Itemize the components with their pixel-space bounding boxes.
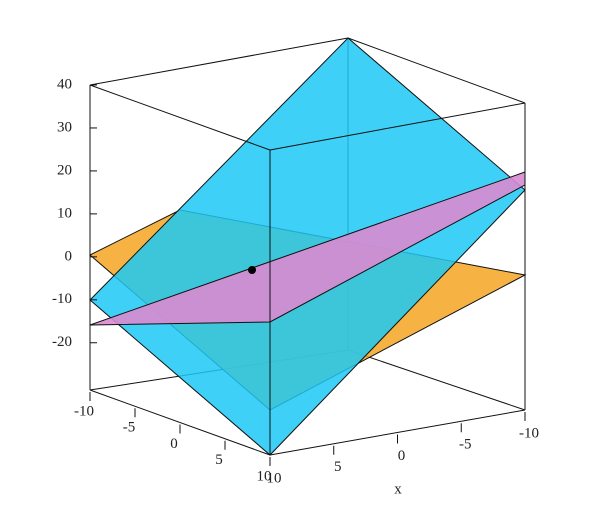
z-tick-label: 10 <box>57 205 72 221</box>
surfaces <box>89 37 527 456</box>
y-tick-label: 5 <box>334 459 342 475</box>
box-edge <box>347 349 526 411</box>
z-tick-label: 0 <box>65 248 73 264</box>
x-tick-label: 10 <box>257 468 272 484</box>
box-edge <box>89 389 271 456</box>
blue-plane <box>89 37 526 456</box>
y-tick-label: -5 <box>459 437 472 453</box>
box-edge <box>89 84 271 151</box>
box-edge <box>269 102 526 151</box>
box-edge <box>89 37 349 86</box>
point <box>248 266 256 274</box>
x-tick-label: -10 <box>74 403 94 419</box>
z-tick-label: 20 <box>57 162 72 178</box>
box-edge <box>347 37 526 104</box>
x-tick-label: 0 <box>170 436 178 452</box>
x-tick-label: 5 <box>215 452 223 468</box>
z-tick-label: 40 <box>57 76 72 92</box>
box-edge <box>269 409 526 456</box>
z-tick-label: -10 <box>52 291 72 307</box>
z-tick-label: -20 <box>52 334 72 350</box>
y-tick-label: -10 <box>519 425 539 441</box>
y-tick-label: 10 <box>267 470 282 486</box>
x-tick-label: -5 <box>123 420 136 436</box>
y-tick-label: 0 <box>398 448 406 464</box>
z-tick-label: 30 <box>57 119 72 135</box>
x-label: x <box>394 481 402 497</box>
